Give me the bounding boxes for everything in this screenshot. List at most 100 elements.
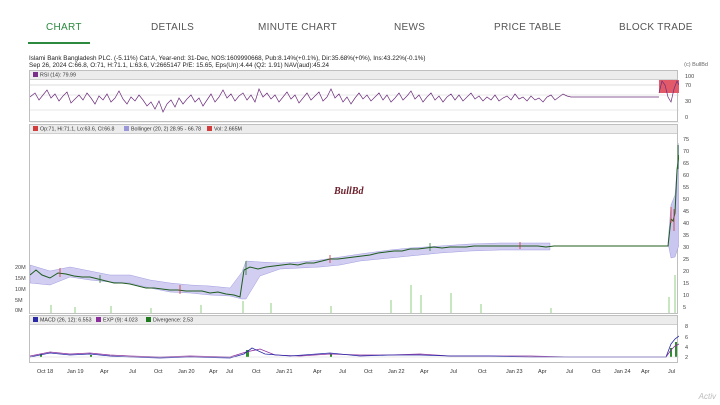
x-tick: Jul — [668, 369, 676, 375]
price-chart — [30, 142, 679, 313]
x-tick: Oct 18 — [37, 369, 54, 375]
x-tick: Jan 19 — [67, 369, 84, 375]
divergence-swatch — [146, 317, 151, 322]
x-tick: Jul — [566, 369, 574, 375]
rsi-legend-text: RSI (14): 79.99 — [40, 72, 76, 79]
stock-summary: Islami Bank Bangladesh PLC. (-5.11%) Cat… — [29, 55, 426, 62]
price-tick: 10 — [683, 293, 690, 299]
macd-tick: 2 — [685, 355, 689, 361]
macd-tick: 6 — [685, 335, 689, 341]
rsi-spike — [658, 80, 679, 103]
divergence-bars — [40, 342, 677, 357]
ohlc-swatch — [33, 126, 38, 131]
x-tick: Oct — [478, 369, 487, 375]
volume-tick: 10M — [15, 287, 26, 293]
candle-hints — [59, 145, 679, 294]
price-tick: 15 — [683, 281, 690, 287]
price-panel[interactable]: Op:71, Hi:71.1, Lo:63.6, Cl:66.8 Bolling… — [29, 124, 679, 314]
tab-details[interactable]: DETAILS — [151, 22, 195, 33]
rsi-legend: RSI (14): 79.99 — [33, 72, 76, 79]
price-tick: 35 — [683, 233, 690, 239]
x-tick: Jul — [450, 369, 458, 375]
bollinger-swatch — [124, 126, 129, 131]
rsi-swatch — [33, 72, 38, 77]
volume-tick: 20M — [15, 265, 26, 271]
price-tick: 60 — [683, 173, 690, 179]
x-tick: Jul — [226, 369, 234, 375]
macd-swatch — [33, 317, 38, 322]
active-tab-indicator — [28, 42, 90, 44]
tab-minute-chart[interactable]: MINUTE CHART — [258, 22, 337, 33]
rsi-line — [30, 88, 659, 113]
ohlc-legend-text: Op:71, Hi:71.1, Lo:63.6, Cl:66.8 — [40, 126, 115, 133]
price-summary: Sep 26, 2024 C:66.8, O:71, H:71.1, L:63.… — [29, 62, 329, 69]
x-tick: Jan 22 — [388, 369, 405, 375]
exp-legend: EXP (9): 4.023 — [96, 317, 138, 324]
volume-tick: 5M — [15, 298, 23, 304]
x-tick: Jan 21 — [276, 369, 293, 375]
price-tick: 45 — [683, 209, 690, 215]
price-tick: 75 — [683, 137, 690, 143]
price-tick: 50 — [683, 197, 690, 203]
macd-tick: 4 — [685, 345, 689, 351]
macd-tick: 8 — [685, 324, 689, 330]
exp-legend-text: EXP (9): 4.023 — [103, 317, 138, 324]
rsi-panel[interactable]: RSI (14): 79.99 100 70 30 0 — [29, 70, 694, 123]
tab-price-table[interactable]: PRICE TABLE — [494, 22, 562, 33]
bollinger-band — [30, 242, 551, 300]
x-tick: Apr — [209, 369, 218, 375]
price-header: Op:71, Hi:71.1, Lo:63.6, Cl:66.8 Bolling… — [30, 125, 677, 134]
rsi-tick-30: 30 — [685, 99, 692, 105]
macd-legend-text: MACD (26, 12): 6.553 — [40, 317, 92, 324]
price-tick: 40 — [683, 221, 690, 227]
price-tick: 5 — [683, 305, 687, 311]
price-tick: 55 — [683, 185, 690, 191]
volume-tick: 0M — [15, 308, 23, 314]
price-tick: 20 — [683, 269, 690, 275]
macd-panel[interactable]: MACD (26, 12): 6.553 EXP (9): 4.023 Dive… — [29, 315, 688, 363]
x-tick: Apr — [100, 369, 109, 375]
x-tick: Jan 24 — [614, 369, 631, 375]
bollinger-legend-text: Bollinger (20, 2) 28.95 - 66.78 — [131, 126, 202, 133]
price-tick: 65 — [683, 161, 690, 167]
tab-bar: CHART DETAILS MINUTE CHART NEWS PRICE TA… — [0, 0, 720, 54]
macd-header: MACD (26, 12): 6.553 EXP (9): 4.023 Dive… — [30, 316, 677, 325]
volume-swatch — [207, 126, 212, 131]
x-tick: Apr — [420, 369, 429, 375]
price-tick: 30 — [683, 245, 690, 251]
copyright-label: (c) BullBd — [684, 62, 708, 68]
x-tick: Oct — [592, 369, 601, 375]
tab-news[interactable]: NEWS — [394, 22, 426, 33]
x-tick: Jul — [129, 369, 137, 375]
x-tick: Jan 23 — [506, 369, 523, 375]
price-tick: 25 — [683, 257, 690, 263]
rsi-tick-0: 0 — [685, 115, 689, 121]
volume-bars — [50, 275, 676, 313]
divergence-legend: Divergence: 2.53 — [146, 317, 193, 324]
bullbd-watermark: BullBd — [334, 186, 364, 197]
x-tick: Oct — [154, 369, 163, 375]
activation-watermark: Activ — [698, 392, 716, 401]
volume-legend: Vol: 2.665M — [207, 126, 242, 133]
tab-chart[interactable]: CHART — [46, 22, 82, 33]
price-tick: 70 — [683, 149, 690, 155]
tab-block-trade[interactable]: BLOCK TRADE — [619, 22, 693, 33]
volume-tick: 15M — [15, 276, 26, 282]
ohlc-legend: Op:71, Hi:71.1, Lo:63.6, Cl:66.8 — [33, 126, 115, 133]
macd-legend: MACD (26, 12): 6.553 — [33, 317, 92, 324]
bollinger-legend: Bollinger (20, 2) 28.95 - 66.78 — [124, 126, 201, 133]
x-tick: Oct — [364, 369, 373, 375]
bollinger-spike — [667, 142, 679, 259]
rsi-tick-100: 100 — [685, 74, 695, 80]
macd-chart — [30, 335, 679, 359]
rsi-header: RSI (14): 79.99 — [30, 71, 677, 80]
divergence-legend-text: Divergence: 2.53 — [153, 317, 194, 324]
x-tick: Oct — [252, 369, 261, 375]
x-tick: Jan 20 — [178, 369, 195, 375]
exp-swatch — [96, 317, 101, 322]
x-tick: Apr — [641, 369, 650, 375]
rsi-tick-70: 70 — [685, 83, 692, 89]
x-tick: Apr — [538, 369, 547, 375]
rsi-chart — [30, 80, 679, 123]
volume-legend-text: Vol: 2.665M — [214, 126, 242, 133]
